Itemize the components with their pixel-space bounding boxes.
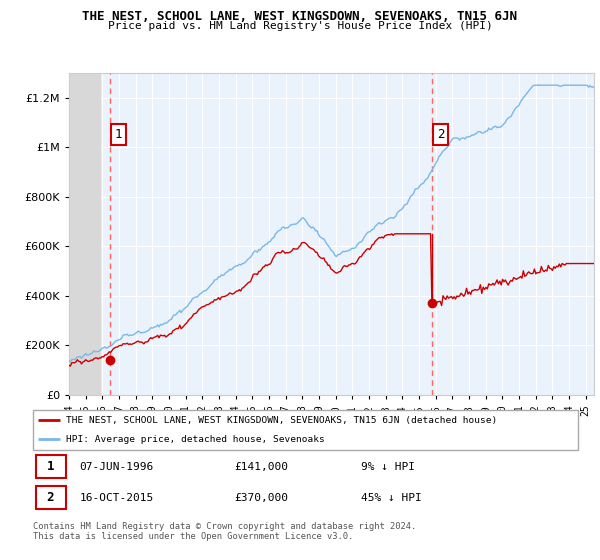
Text: Contains HM Land Registry data © Crown copyright and database right 2024.
This d: Contains HM Land Registry data © Crown c…: [33, 522, 416, 542]
Text: £370,000: £370,000: [234, 493, 288, 503]
FancyBboxPatch shape: [35, 455, 66, 478]
Text: 9% ↓ HPI: 9% ↓ HPI: [361, 461, 415, 472]
Text: Price paid vs. HM Land Registry's House Price Index (HPI): Price paid vs. HM Land Registry's House …: [107, 21, 493, 31]
Text: 1: 1: [115, 128, 122, 141]
Text: HPI: Average price, detached house, Sevenoaks: HPI: Average price, detached house, Seve…: [66, 435, 325, 444]
Text: 16-OCT-2015: 16-OCT-2015: [80, 493, 154, 503]
Bar: [69, 73, 101, 395]
Text: 45% ↓ HPI: 45% ↓ HPI: [361, 493, 422, 503]
Text: THE NEST, SCHOOL LANE, WEST KINGSDOWN, SEVENOAKS, TN15 6JN: THE NEST, SCHOOL LANE, WEST KINGSDOWN, S…: [83, 10, 517, 22]
FancyBboxPatch shape: [33, 410, 578, 450]
FancyBboxPatch shape: [35, 486, 66, 510]
Text: 07-JUN-1996: 07-JUN-1996: [80, 461, 154, 472]
Text: 2: 2: [47, 491, 54, 504]
Text: THE NEST, SCHOOL LANE, WEST KINGSDOWN, SEVENOAKS, TN15 6JN (detached house): THE NEST, SCHOOL LANE, WEST KINGSDOWN, S…: [66, 416, 497, 424]
Text: 1: 1: [47, 460, 54, 473]
Text: 2: 2: [437, 128, 445, 141]
Text: £141,000: £141,000: [234, 461, 288, 472]
